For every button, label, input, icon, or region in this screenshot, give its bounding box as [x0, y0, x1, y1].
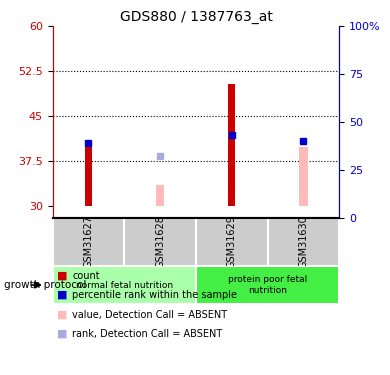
Text: value, Detection Call = ABSENT: value, Detection Call = ABSENT — [72, 310, 227, 320]
Text: rank, Detection Call = ABSENT: rank, Detection Call = ABSENT — [72, 329, 222, 339]
Title: GDS880 / 1387763_at: GDS880 / 1387763_at — [120, 10, 272, 24]
Bar — [196, 266, 339, 304]
Text: GSM31629: GSM31629 — [227, 215, 237, 268]
Bar — [228, 84, 236, 206]
Text: percentile rank within the sample: percentile rank within the sample — [72, 290, 237, 300]
Bar — [53, 266, 196, 304]
Bar — [268, 217, 339, 266]
Text: ■: ■ — [57, 290, 67, 300]
Bar — [85, 145, 92, 206]
Text: normal fetal nutrition: normal fetal nutrition — [76, 280, 173, 290]
Text: GSM31630: GSM31630 — [298, 216, 308, 268]
Text: GSM31628: GSM31628 — [155, 215, 165, 268]
Text: ■: ■ — [57, 329, 67, 339]
Bar — [156, 184, 165, 206]
Bar — [196, 217, 268, 266]
Text: protein poor fetal
nutrition: protein poor fetal nutrition — [228, 275, 307, 295]
Text: ■: ■ — [57, 271, 67, 280]
Text: growth protocol: growth protocol — [4, 280, 86, 290]
Text: GSM31627: GSM31627 — [83, 215, 94, 268]
Bar — [124, 217, 196, 266]
Bar — [299, 147, 308, 206]
Text: count: count — [72, 271, 100, 280]
Text: ■: ■ — [57, 310, 67, 320]
Bar — [53, 217, 124, 266]
